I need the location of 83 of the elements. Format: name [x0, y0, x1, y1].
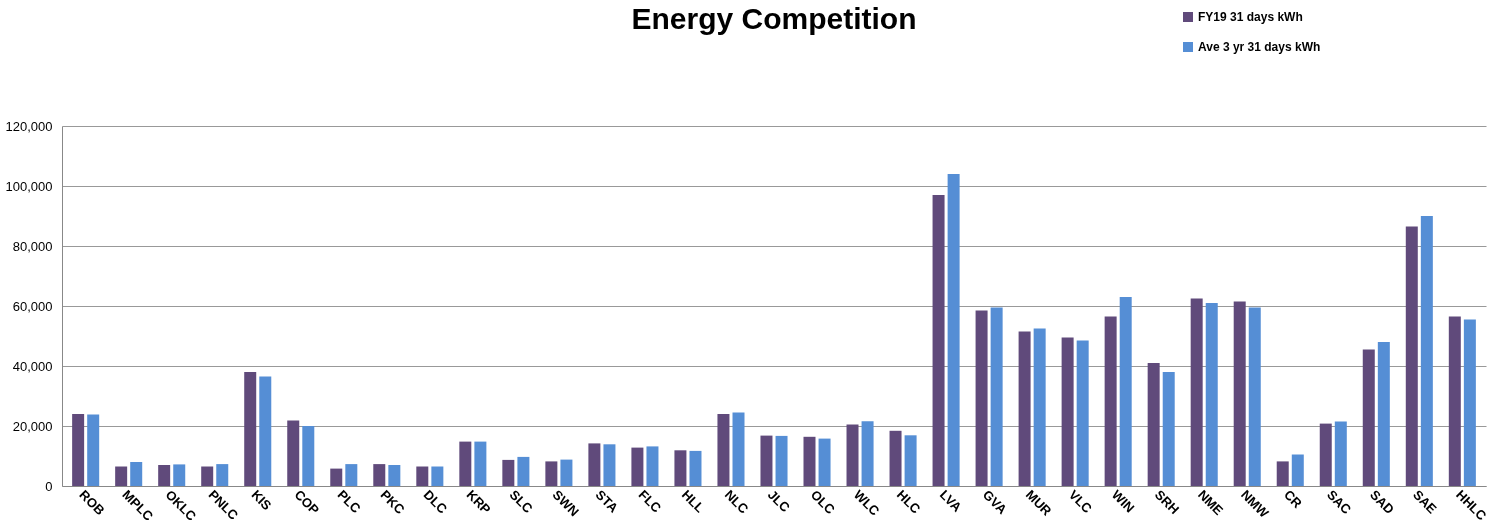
bar [474, 441, 487, 486]
bar [1119, 297, 1132, 486]
x-tick-label: CR [1281, 487, 1306, 512]
bar [631, 447, 644, 486]
bar [517, 456, 530, 486]
bar [1362, 349, 1375, 486]
bar [72, 414, 85, 486]
bar [130, 462, 143, 486]
y-tick-label: 60,000 [12, 298, 53, 314]
x-tick-label: KRP [463, 487, 494, 518]
y-tick-label: 40,000 [12, 358, 53, 374]
bar [1420, 216, 1433, 486]
bar [1018, 331, 1031, 486]
bar [115, 466, 128, 486]
bar [388, 465, 401, 486]
legend-label: FY19 31 days kWh [1198, 10, 1303, 24]
bar [1205, 303, 1218, 486]
bar [431, 466, 444, 486]
bar [1162, 372, 1175, 486]
legend-label: Ave 3 yr 31 days kWh [1198, 40, 1321, 54]
bar [904, 435, 917, 486]
y-tick-label: 20,000 [12, 418, 53, 434]
bar [1448, 316, 1461, 486]
bar [932, 195, 945, 486]
bar [416, 466, 429, 486]
y-tick-label: 120,000 [5, 118, 53, 134]
bar [158, 465, 171, 486]
bar [1104, 316, 1117, 486]
bar [216, 464, 229, 486]
bar [1190, 298, 1203, 486]
bar [732, 412, 745, 486]
bar [889, 430, 902, 486]
bar [1334, 421, 1347, 486]
bar [689, 450, 702, 486]
bar [1147, 363, 1160, 486]
x-tick-label: JLC [764, 487, 794, 516]
bar [173, 464, 186, 486]
bar [674, 450, 687, 486]
bar [803, 436, 816, 486]
bar [1463, 319, 1476, 486]
bar [545, 461, 558, 486]
bar [502, 459, 515, 486]
bar [760, 435, 773, 486]
bar [1248, 307, 1261, 486]
bar [330, 468, 343, 486]
bar [975, 310, 988, 486]
bar [1405, 226, 1418, 486]
bar [459, 441, 472, 486]
bar [1319, 423, 1332, 486]
bar [1276, 461, 1289, 486]
chart-title: Energy Competition [631, 2, 917, 35]
bar [646, 446, 659, 486]
bar [861, 421, 874, 486]
bar [373, 464, 386, 486]
x-tick-label: LVA [936, 487, 965, 516]
bar [259, 376, 272, 486]
bar [1233, 301, 1246, 486]
bar [947, 174, 960, 486]
bar [87, 414, 100, 486]
bar [560, 459, 573, 486]
bar [1291, 454, 1304, 486]
bar [302, 426, 315, 486]
bar [244, 372, 257, 486]
y-tick-label: 0 [45, 478, 53, 494]
y-tick-label: 80,000 [12, 238, 53, 254]
bar [775, 435, 788, 486]
bar [717, 414, 730, 486]
bar [603, 444, 616, 486]
y-tick-label: 100,000 [5, 178, 53, 194]
x-tick-label: KIS [248, 487, 275, 514]
bar [201, 466, 214, 486]
bar [345, 464, 358, 486]
x-tick-label: FLC [635, 487, 665, 516]
bar [588, 443, 601, 486]
bar [990, 307, 1003, 486]
bar [1061, 337, 1074, 486]
bar [818, 438, 831, 486]
bar [1033, 328, 1046, 486]
bar [287, 420, 300, 486]
x-tick-label: COP [291, 487, 323, 518]
bar [1076, 340, 1089, 486]
bar [1377, 342, 1390, 486]
bar [846, 424, 859, 486]
